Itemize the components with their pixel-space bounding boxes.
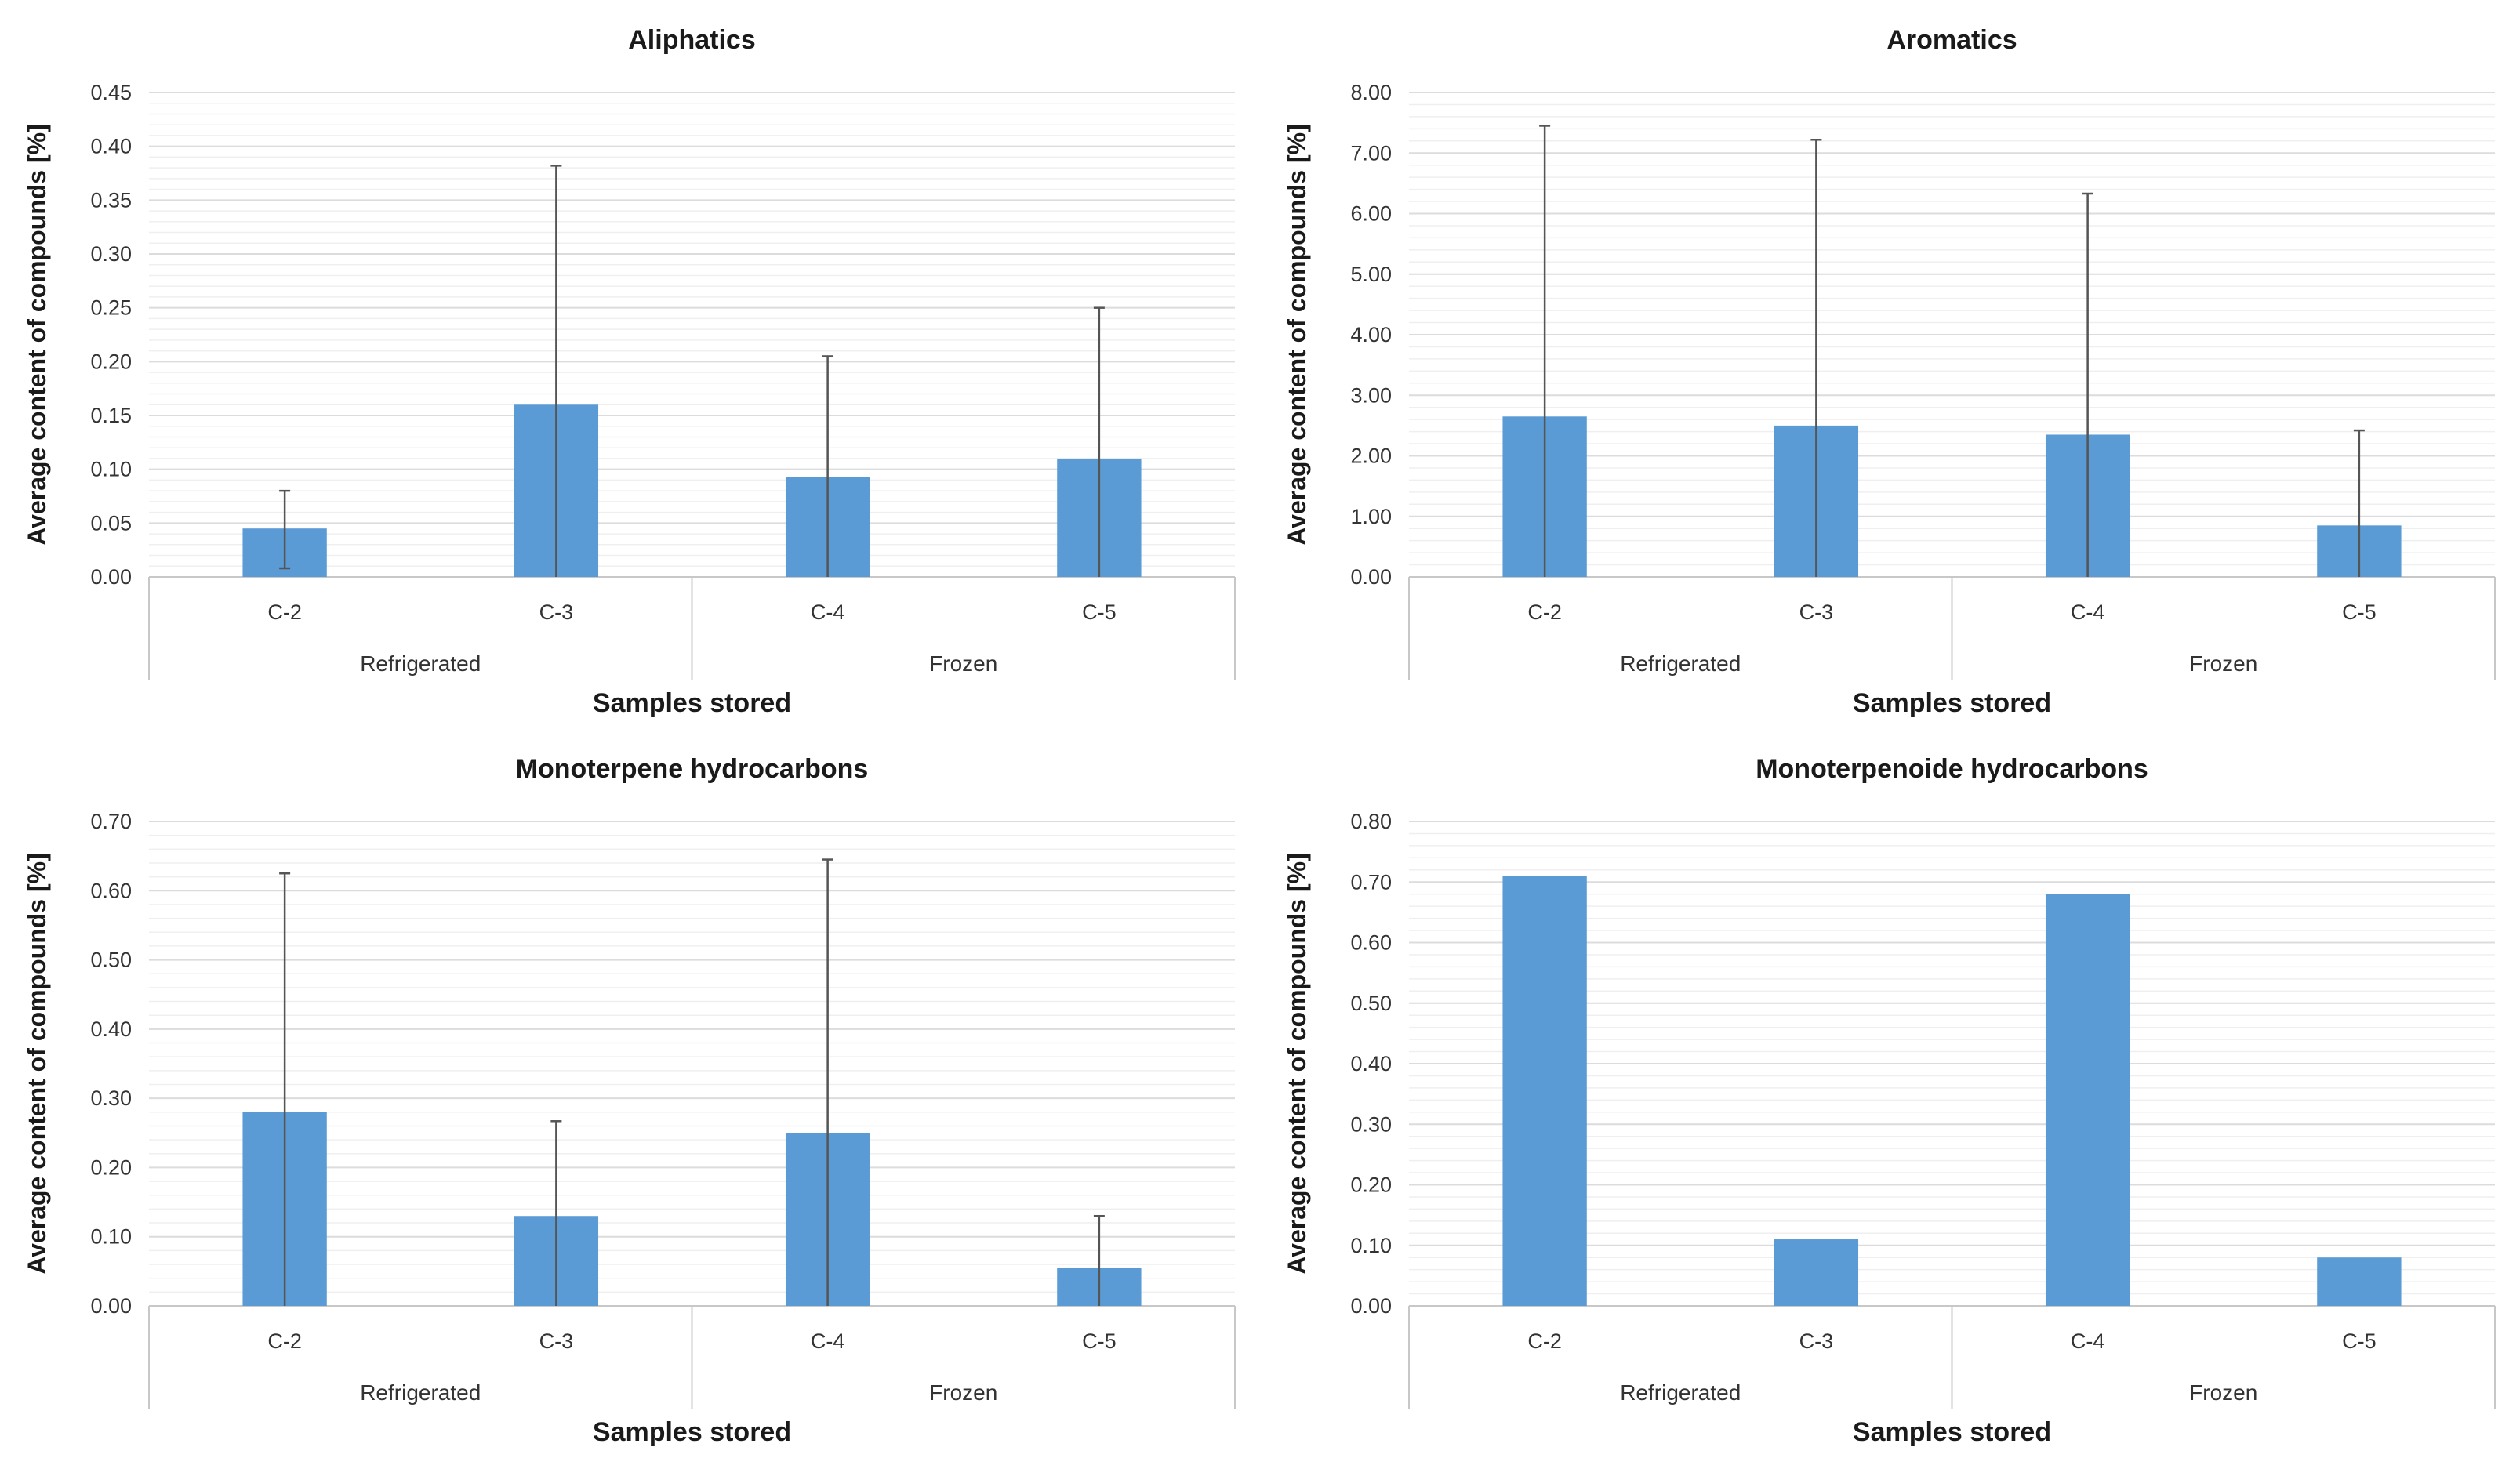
y-tick-label: 8.00: [1350, 81, 1392, 104]
y-tick-label: 0.30: [90, 242, 132, 266]
y-tick-label: 0.00: [90, 565, 132, 589]
chart-panel-4: Monoterpenoide hydrocarbons 0.00 0.10 0.20 0…: [1283, 754, 2496, 1447]
x-category-label: C-2: [1527, 600, 1562, 624]
group-label: Refrigerated: [1620, 1380, 1741, 1405]
group-label: Refrigerated: [1620, 651, 1741, 676]
y-tick-label: 0.20: [90, 1155, 132, 1179]
y-axis-label: Average content of compounds [%]: [1283, 124, 1311, 546]
chart-panel-2: Aromatics 0.00 1.00 2.00 3.00 4.00 5.00 6.00 7.0…: [1283, 25, 2496, 718]
y-tick-label: 0.00: [90, 1294, 132, 1318]
y-tick-label: 0.10: [1350, 1234, 1392, 1257]
y-tick-label: 3.00: [1350, 383, 1392, 407]
y-tick-label: 0.25: [90, 296, 132, 320]
y-tick-label: 0.20: [90, 350, 132, 373]
group-label: Frozen: [2189, 1380, 2257, 1405]
x-category-label: C-4: [2071, 600, 2105, 624]
y-tick-label: 2.00: [1350, 444, 1392, 468]
y-tick-label: 0.80: [1350, 810, 1392, 833]
y-tick-label: 0.00: [1350, 565, 1392, 589]
y-tick-label: 0.50: [1350, 992, 1392, 1015]
y-tick-label: 0.70: [90, 810, 132, 833]
y-tick-label: 0.40: [90, 1017, 132, 1041]
group-label: Frozen: [929, 651, 997, 676]
x-category-label: C-4: [811, 600, 845, 624]
y-tick-label: 0.10: [90, 1225, 132, 1249]
chart-title: Monoterpenoide hydrocarbons: [1756, 754, 2148, 784]
y-tick-label: 0.50: [90, 948, 132, 972]
y-axis-label: Average content of compounds [%]: [23, 853, 51, 1275]
group-label: Refrigerated: [360, 651, 481, 676]
bar-C-5: [2317, 1257, 2402, 1306]
y-tick-label: 0.05: [90, 511, 132, 535]
y-tick-label: 6.00: [1350, 202, 1392, 226]
bar-C-2: [1502, 876, 1587, 1306]
y-tick-label: 0.15: [90, 404, 132, 427]
group-label: Frozen: [929, 1380, 997, 1405]
x-category-label: C-5: [1082, 600, 1117, 624]
x-category-label: C-5: [1082, 1329, 1117, 1353]
x-category-label: C-3: [539, 600, 574, 624]
x-category-label: C-4: [2071, 1329, 2105, 1353]
x-category-label: C-4: [811, 1329, 845, 1353]
y-tick-label: 5.00: [1350, 263, 1392, 286]
y-tick-label: 0.60: [90, 879, 132, 902]
x-axis-label: Samples stored: [1853, 688, 2051, 718]
y-tick-label: 4.00: [1350, 323, 1392, 346]
y-tick-label: 0.45: [90, 81, 132, 104]
bar-C-4: [2045, 894, 2130, 1306]
y-tick-label: 0.30: [90, 1086, 132, 1110]
y-tick-label: 0.20: [1350, 1173, 1392, 1197]
y-tick-label: 0.30: [1350, 1112, 1392, 1136]
x-category-label: C-3: [539, 1329, 574, 1353]
chart-title: Aliphatics: [628, 25, 755, 55]
x-category-label: C-3: [1799, 1329, 1834, 1353]
x-axis-label: Samples stored: [593, 1417, 791, 1447]
chart-title: Aromatics: [1886, 25, 2017, 55]
y-axis-label: Average content of compounds [%]: [23, 124, 51, 546]
x-axis-label: Samples stored: [1853, 1417, 2051, 1447]
x-category-label: C-2: [1527, 1329, 1562, 1353]
chart-panel-1: Aliphatics 0.00 0.05 0.10 0.15 0.20 0.25 0.30 0.…: [23, 25, 1236, 718]
y-tick-label: 0.40: [90, 135, 132, 158]
y-tick-label: 0.60: [1350, 931, 1392, 955]
y-tick-label: 1.00: [1350, 505, 1392, 528]
y-tick-label: 0.40: [1350, 1052, 1392, 1075]
y-tick-label: 0.00: [1350, 1294, 1392, 1318]
x-axis-label: Samples stored: [593, 688, 791, 718]
x-category-label: C-5: [2342, 600, 2377, 624]
bar-C-3: [1774, 1239, 1859, 1306]
chart-title: Monoterpene hydrocarbons: [516, 754, 869, 784]
group-label: Frozen: [2189, 651, 2257, 676]
x-category-label: C-5: [2342, 1329, 2377, 1353]
y-axis-label: Average content of compounds [%]: [1283, 853, 1311, 1275]
y-tick-label: 7.00: [1350, 141, 1392, 165]
y-tick-label: 0.10: [90, 458, 132, 481]
y-tick-label: 0.35: [90, 188, 132, 212]
group-label: Refrigerated: [360, 1380, 481, 1405]
x-category-label: C-3: [1799, 600, 1834, 624]
chart-panel-3: Monoterpene hydrocarbons 0.00 0.10 0.20 0.30…: [23, 754, 1236, 1447]
x-category-label: C-2: [267, 1329, 302, 1353]
x-category-label: C-2: [267, 600, 302, 624]
y-tick-label: 0.70: [1350, 870, 1392, 894]
